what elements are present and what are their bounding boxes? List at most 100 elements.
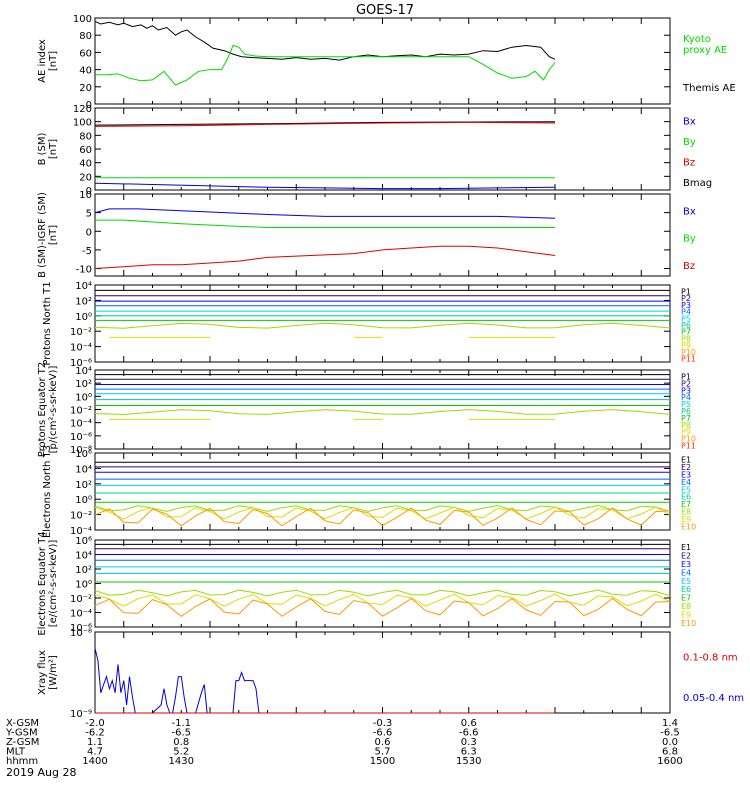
series-line-by: [95, 219, 555, 228]
y-axis-label: Protons Equator T2: [37, 362, 48, 458]
y-tick-label: 120: [73, 104, 92, 115]
legend-label: P3: [681, 301, 691, 310]
y-tick-label: 10⁻⁸: [70, 628, 92, 639]
legend-label: P8: [681, 421, 691, 430]
y-tick-label: 0: [86, 227, 92, 238]
legend-label: E7: [681, 500, 691, 509]
x-axis-row-value: 1530: [456, 756, 481, 767]
panel-6: 10⁶ 10⁴ 10² 10⁰ 10⁻² 10⁻⁴ Electrons North T3 E1…: [42, 445, 696, 538]
y-axis-label: [nT]: [48, 139, 59, 159]
y-tick-label: 10⁻²: [70, 594, 92, 605]
y-tick-label: 10⁻⁴: [70, 526, 92, 537]
legend-label: E6: [681, 585, 691, 594]
y-tick-label: 10²: [75, 480, 92, 491]
series-line-kyoto-proxy-ae: [95, 44, 556, 86]
y-tick-label: -5: [82, 246, 92, 257]
legend-label: E5: [681, 577, 691, 586]
x-axis-row-value: -0.3: [373, 718, 393, 729]
panel-8: 10⁻⁸ 10⁻⁹ Xray flux [W/m²] 0.1-0.8 nm 0.05-0.…: [37, 628, 744, 720]
y-tick-label: 10⁻⁹: [70, 709, 92, 720]
y-tick-label: 10²: [75, 296, 92, 307]
panel-frame: [94, 539, 671, 628]
x-axis-row-value: 4.7: [87, 747, 103, 758]
series-line-themis-ae: [94, 20, 556, 61]
x-axis-row-value: 1600: [657, 756, 682, 767]
x-axis-row-value: -1.1: [171, 718, 191, 729]
x-axis-row-value: -6.2: [85, 728, 105, 739]
legend-label: E10: [681, 522, 696, 531]
panel-7: 10⁶ 10⁴ 10² 10⁰ 10⁻² 10⁻⁴ 10⁻⁶ Electrons Equato…: [37, 531, 696, 635]
y-tick-label: 10⁰: [75, 495, 92, 506]
y-tick-label: 10⁻⁶: [70, 623, 92, 634]
series-line-0-05-0-4-nm: [94, 648, 262, 714]
legend-label: P1: [681, 372, 691, 381]
y-tick-label: 0: [86, 100, 92, 111]
x-axis-row-value: 0.6: [461, 718, 477, 729]
y-tick-label: 20: [79, 172, 92, 183]
y-axis-label: B (SM)-IGRF (SM): [37, 192, 48, 278]
panel-3: 10 5 0 -5 -10 B (SM)-IGRF (SM) [nT] Bx By Bz: [37, 190, 696, 278]
panel-frame: [94, 631, 671, 714]
x-axis-row-value: 6.3: [461, 747, 477, 758]
legend-label: E3: [681, 471, 691, 480]
y-tick-label: 10⁴: [75, 464, 92, 475]
flux-line-e9: [94, 593, 671, 607]
y-tick-label: 10⁰: [75, 392, 92, 403]
legend-label: P9: [681, 428, 691, 437]
panel-2: 120 100 80 60 40 20 0 B (SM) [nT] Bx By Bz Bmag: [37, 104, 712, 197]
y-tick-label: 40: [79, 66, 92, 77]
x-axis-row-value: 0.8: [173, 737, 189, 748]
y-tick-label: 10⁻⁴: [70, 343, 92, 354]
legend-label: E4: [681, 568, 691, 577]
y-tick-label: 10⁻⁶: [70, 432, 92, 443]
y-axis-label: B (SM): [37, 132, 48, 165]
y-tick-label: 10⁻⁸: [70, 445, 92, 456]
y-tick-label: 10⁰: [75, 312, 92, 323]
x-axis-row-label: X-GSM: [6, 718, 39, 729]
y-tick-label: 10²: [75, 565, 92, 576]
x-axis-row-label: MLT: [6, 747, 26, 758]
x-axis-row-label: hhmm: [6, 756, 38, 767]
y-tick-label: 10⁴: [75, 551, 92, 562]
flux-line-p8: [94, 322, 671, 329]
legend-label: E8: [681, 508, 691, 517]
y-tick-label: 10⁻²: [70, 511, 92, 522]
y-tick-label: 80: [79, 131, 92, 142]
y-tick-label: 5: [86, 209, 92, 220]
y-tick-label: 10⁻⁶: [70, 358, 92, 369]
series-line-bx: [94, 208, 556, 219]
legend-label: P5: [681, 400, 691, 409]
legend-label: Bz: [683, 261, 695, 272]
x-axis-row-value: -2.0: [85, 718, 105, 729]
legend-label: Bmag: [683, 178, 712, 189]
legend-label: P2: [681, 379, 691, 388]
y-tick-label: 10⁻²: [70, 327, 92, 338]
x-axis-row-value: -6.5: [171, 728, 191, 739]
y-axis-label: Xray flux: [37, 650, 48, 695]
y-tick-label: 100: [73, 14, 92, 25]
y-tick-label: 60: [79, 48, 92, 59]
legend-label: E6: [681, 493, 691, 502]
legend-label: P10: [681, 348, 696, 357]
x-axis-row-value: 1500: [370, 756, 395, 767]
legend-label: P6: [681, 321, 691, 330]
x-axis-row-value: -6.6: [459, 728, 479, 739]
legend-label: E2: [681, 552, 691, 561]
legend-label: E4: [681, 478, 691, 487]
legend-label: 0.05-0.4 nm: [683, 693, 744, 704]
y-tick-label: 40: [79, 159, 92, 170]
legend-label: P10: [681, 435, 696, 444]
y-tick-label: -10: [76, 265, 92, 276]
legend-label: P7: [681, 328, 691, 337]
legend-label: Themis AE: [682, 83, 736, 94]
legend-label: P6: [681, 407, 691, 416]
legend-label: Bx: [683, 206, 696, 217]
legend-label: E1: [681, 543, 691, 552]
legend-label: P2: [681, 294, 691, 303]
y-tick-label: 10⁻²: [70, 406, 92, 417]
x-axis-row-value: 0.0: [662, 737, 678, 748]
legend-label: P1: [681, 287, 691, 296]
legend-label: Kyoto: [683, 34, 711, 45]
